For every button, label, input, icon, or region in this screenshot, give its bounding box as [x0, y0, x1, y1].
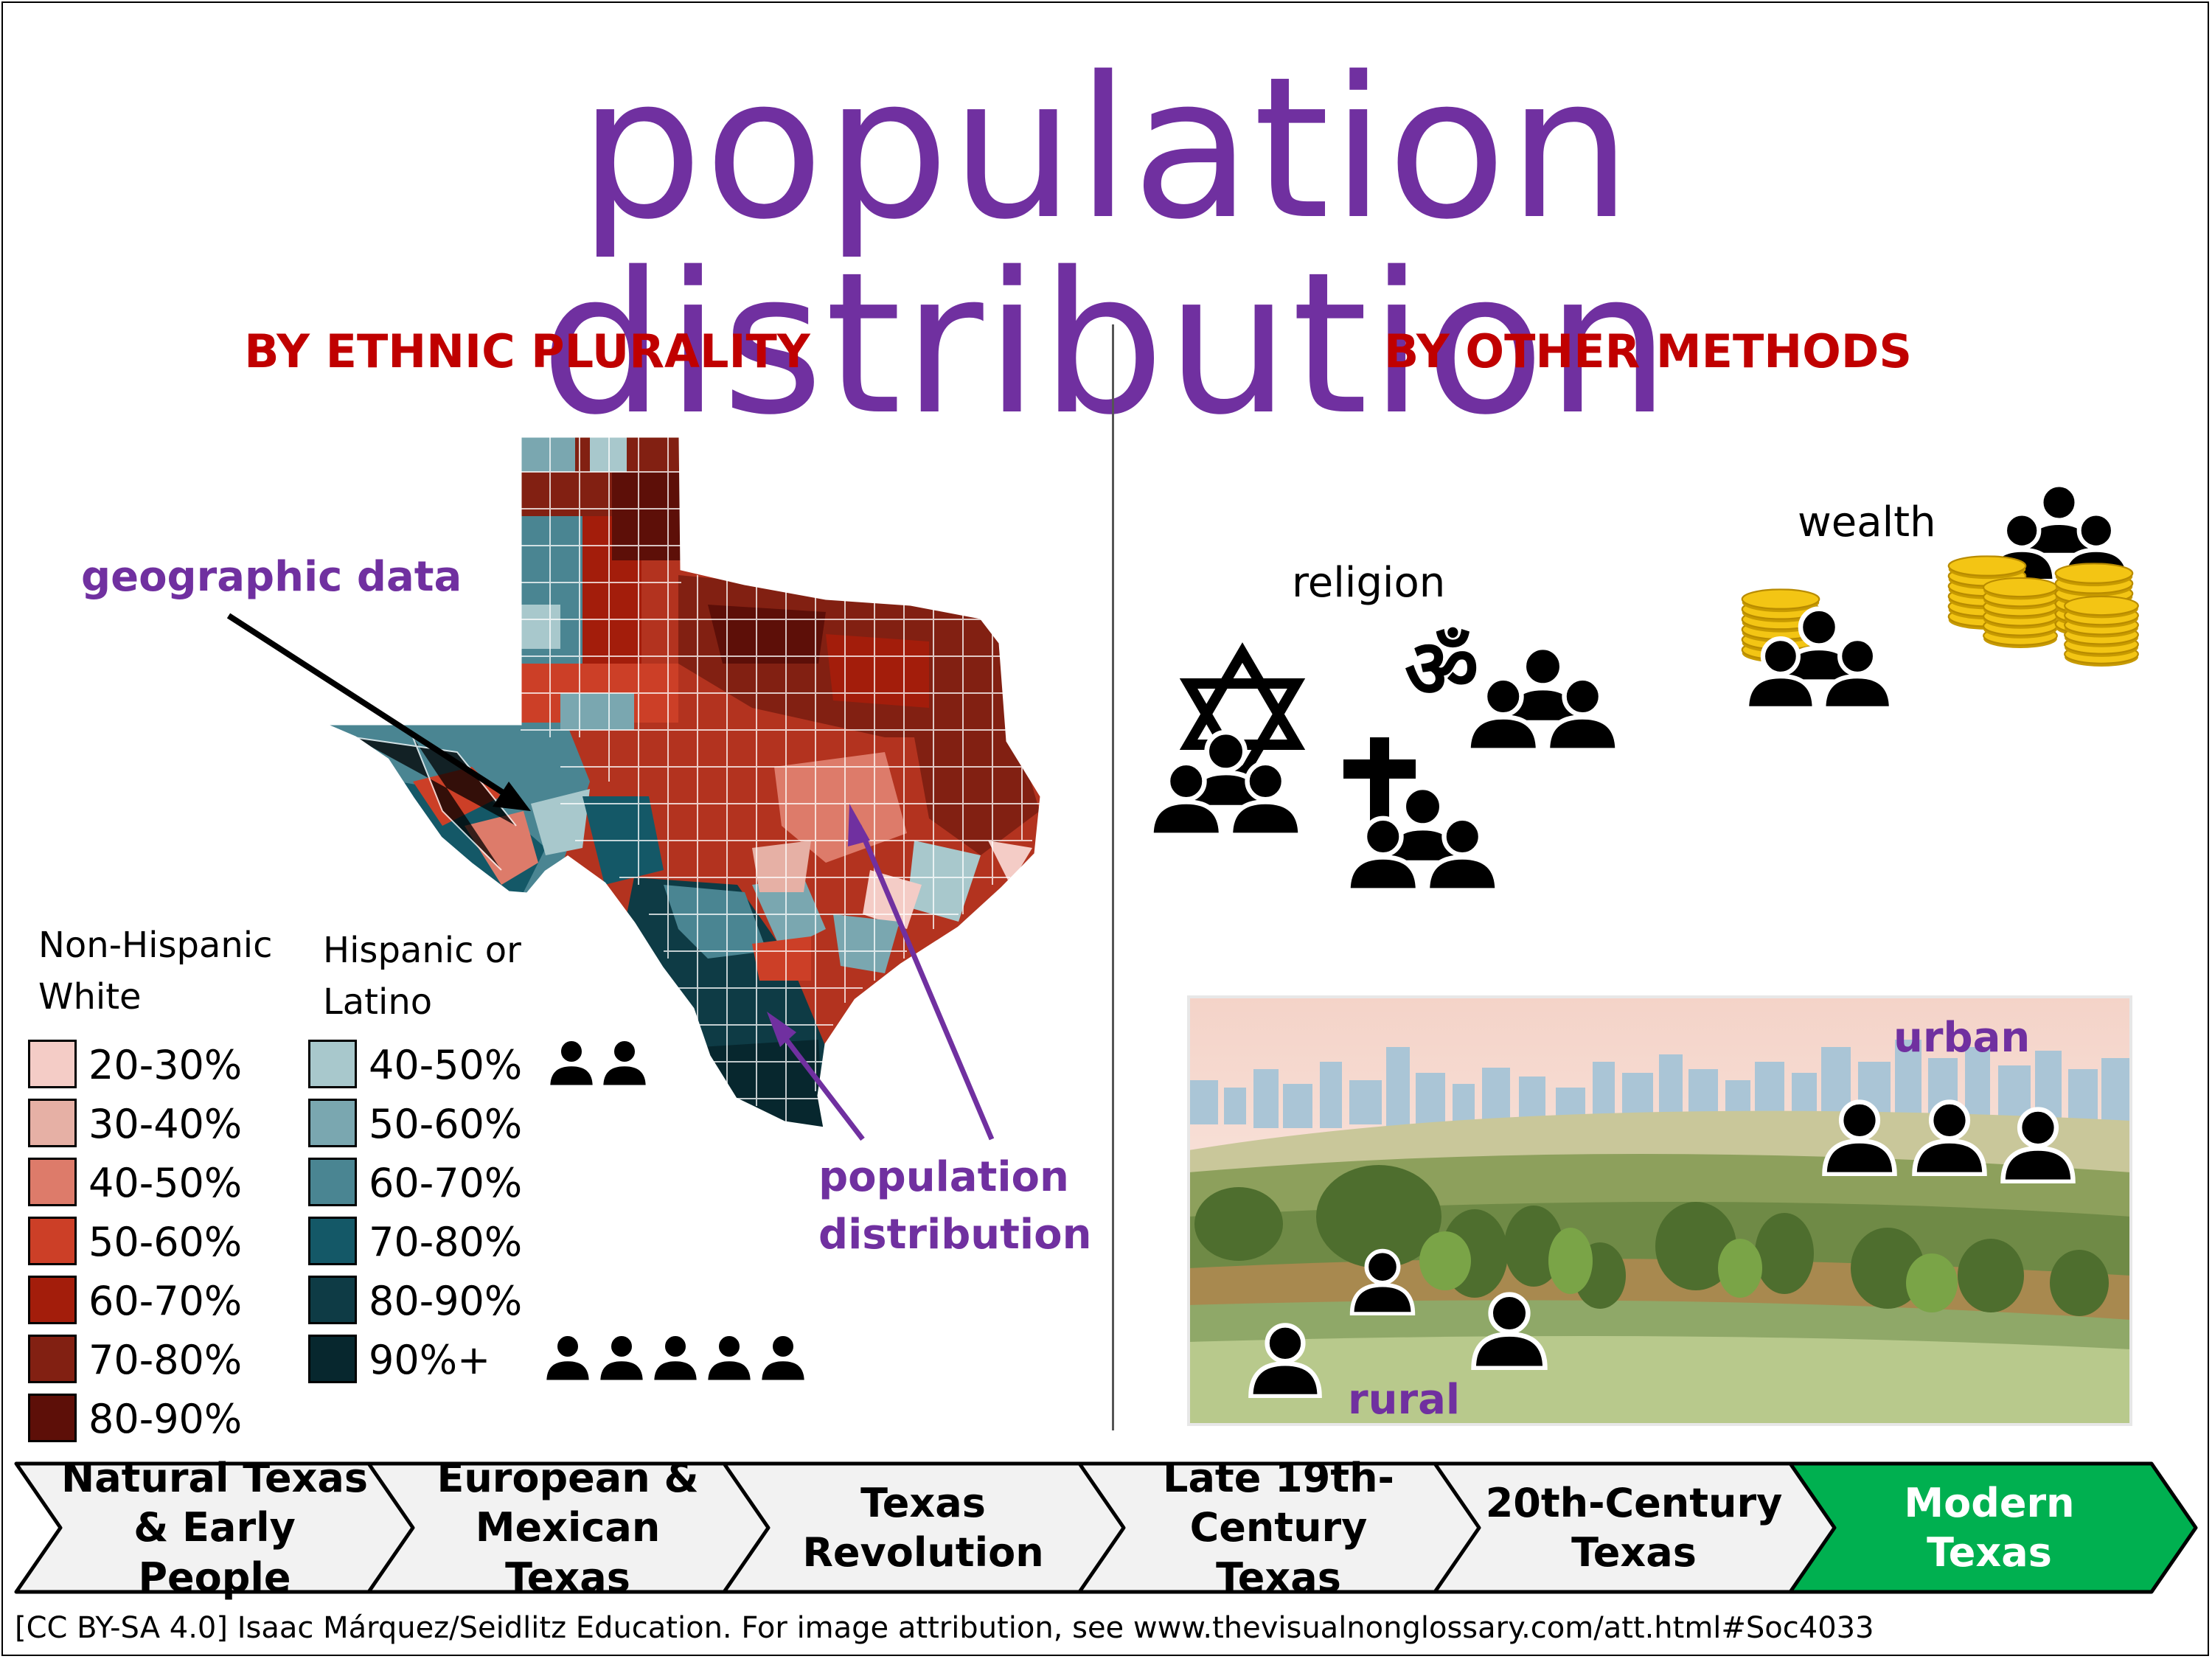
legend-swatch	[308, 1335, 357, 1383]
landscape-frame	[1187, 995, 2132, 1426]
legend-label: 50-60%	[369, 1101, 523, 1147]
timeline-item-texas-revolution[interactable]: Texas Revolution	[724, 1461, 1130, 1594]
legend-swatch	[28, 1217, 77, 1265]
legend-hispanic-title: Hispanic or Latino	[323, 930, 521, 1023]
left-section-heading: BY ETHNIC PLURALITY	[244, 324, 810, 378]
urban-people-icons	[1824, 1102, 2073, 1182]
timeline-label-line2: Century Texas	[1189, 1504, 1368, 1601]
timeline-label-line1: Texas	[860, 1479, 986, 1526]
timeline-label-line1: Late 19th-	[1163, 1454, 1394, 1501]
timeline-shapes	[14, 1461, 2198, 1594]
legend-label: 70-80%	[369, 1219, 523, 1265]
legend-label: 40-50%	[88, 1160, 243, 1206]
legend-label: 60-70%	[369, 1160, 523, 1206]
rural-label: rural	[1348, 1376, 1461, 1424]
legend-swatch	[28, 1099, 77, 1147]
legend-swatch	[308, 1099, 357, 1147]
timeline-nav: Natural Texas & Early People European & Me…	[0, 1455, 2212, 1601]
timeline-label-line2: & Early People	[133, 1504, 296, 1601]
legend-swatch	[28, 1158, 77, 1206]
page-title: population distribution	[540, 35, 1672, 458]
urban-label: urban	[1893, 1014, 2031, 1062]
landscape-illustration	[1189, 997, 2131, 1425]
legend-swatch	[308, 1158, 357, 1206]
legend-label: 50-60%	[88, 1219, 243, 1265]
legend-label: 20-30%	[88, 1042, 243, 1088]
texas-outline	[324, 435, 1043, 1130]
timeline-label-line2: Texas	[1571, 1529, 1697, 1576]
timeline-label-line2: Texas	[1927, 1529, 2052, 1576]
legend-swatch	[308, 1217, 357, 1265]
legend-label: 80-90%	[369, 1278, 523, 1324]
timeline-label-line2: Revolution	[802, 1529, 1044, 1576]
attribution-credit: [CC BY-SA 4.0] Isaac Márquez/Seidlitz Ed…	[15, 1611, 1874, 1645]
wealth-label: wealth	[1798, 498, 1936, 546]
trees	[1194, 1165, 2109, 1316]
legend-swatch	[28, 1040, 77, 1088]
population-distribution-label: population distribution	[818, 1153, 1092, 1259]
om-icon: ॐ	[1405, 622, 1479, 716]
geographic-data-arrow	[226, 613, 531, 811]
legend-white-title: Non-Hispanic White	[38, 925, 273, 1018]
legend-swatch	[28, 1335, 77, 1383]
timeline-label-line1: Natural Texas	[61, 1454, 368, 1501]
population-distribution-arrow	[767, 804, 995, 1141]
timeline-label-line1: Modern	[1904, 1479, 2075, 1526]
timeline-label-line1: European &	[437, 1454, 699, 1501]
legend-swatch	[28, 1276, 77, 1324]
coin-stack-icon	[2065, 597, 2138, 667]
timeline-label-line1: 20th-Century	[1485, 1479, 1783, 1526]
timeline-item-modern-texas[interactable]: Modern Texas	[1790, 1461, 2196, 1594]
dense-people-icons	[545, 1335, 806, 1382]
timeline-item-late-19th[interactable]: Late 19th- Century Texas	[1079, 1455, 1485, 1601]
coin-stack-icon	[1983, 578, 2057, 648]
hinduism-people-icon	[1468, 647, 1617, 751]
right-section-heading: BY OTHER METHODS	[1384, 324, 1912, 378]
timeline-item-european-mexican[interactable]: European & Mexican Texas	[369, 1455, 774, 1601]
legend-label: 40-50%	[369, 1042, 523, 1088]
section-divider	[1112, 324, 1114, 1430]
legend-label: 80-90%	[88, 1396, 243, 1442]
timeline-label-line2: Mexican Texas	[475, 1504, 661, 1601]
legend-label: 60-70%	[88, 1278, 243, 1324]
sparse-people-icons	[549, 1040, 647, 1087]
geographic-data-label: geographic data	[81, 553, 462, 601]
legend-swatch	[308, 1040, 357, 1088]
legend-label: 30-40%	[88, 1101, 243, 1147]
religion-label: religion	[1292, 559, 1446, 607]
legend-label: 70-80%	[88, 1337, 243, 1383]
timeline-item-20th-century[interactable]: 20th-Century Texas	[1435, 1461, 1840, 1594]
timeline-item-natural-texas[interactable]: Natural Texas & Early People	[16, 1455, 420, 1601]
legend-swatch	[308, 1276, 357, 1324]
legend-label: 90%+	[369, 1337, 491, 1383]
legend-swatch	[28, 1394, 77, 1442]
